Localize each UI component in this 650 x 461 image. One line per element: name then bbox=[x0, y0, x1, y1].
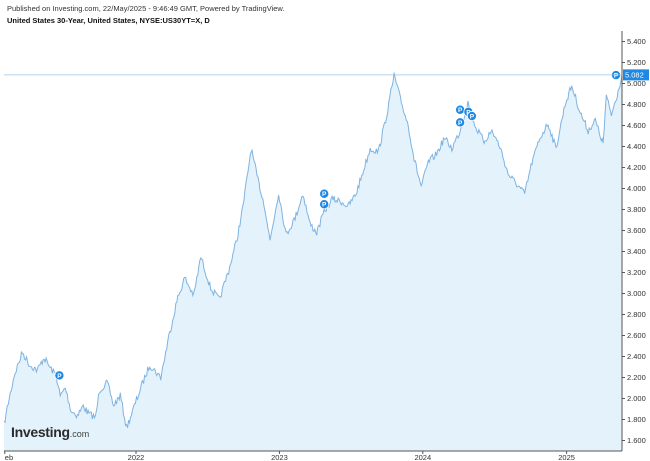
x-tick-label: eb bbox=[5, 453, 13, 461]
published-info: Published on Investing.com, 22/May/2025 … bbox=[7, 4, 285, 13]
marker-layer: PPPPPPPP bbox=[54, 70, 622, 381]
p-marker-circle bbox=[319, 199, 330, 210]
y-tick-label: 3.800 bbox=[627, 205, 646, 214]
series-line bbox=[3, 72, 623, 429]
logo-suffix: .com bbox=[69, 429, 90, 439]
y-tick-label: 5.200 bbox=[627, 58, 646, 67]
y-tick-label: 4.000 bbox=[627, 184, 646, 193]
p-marker-label: P bbox=[470, 113, 475, 120]
current-price: 5.082 bbox=[4, 69, 649, 81]
logo-main: Investing bbox=[11, 424, 70, 440]
p-marker-circle bbox=[319, 188, 330, 199]
y-tick-label: 2.200 bbox=[627, 373, 646, 382]
x-ticks: eb 2022 2023 2024 2025 bbox=[4, 451, 575, 461]
p-marker[interactable]: P bbox=[54, 370, 65, 381]
p-marker[interactable]: P bbox=[455, 117, 466, 128]
area-layer bbox=[3, 72, 623, 451]
x-tick-label: 2022 bbox=[128, 453, 145, 461]
p-marker-label: P bbox=[322, 202, 327, 209]
y-tick-label: 1.600 bbox=[627, 436, 646, 445]
y-tick-label: 2.600 bbox=[627, 331, 646, 340]
instrument-title: United States 30-Year, United States, NY… bbox=[7, 16, 210, 25]
y-tick-label: 2.800 bbox=[627, 310, 646, 319]
y-ticks: 1.600 1.800 2.000 2.200 2.400 2.600 2.800 3.000… bbox=[622, 37, 646, 445]
x-tick-label: 2023 bbox=[271, 453, 288, 461]
p-marker-label: P bbox=[458, 107, 463, 114]
p-marker-circle bbox=[455, 117, 466, 128]
p-marker[interactable]: P bbox=[455, 104, 466, 115]
y-tick-label: 3.600 bbox=[627, 226, 646, 235]
y-tick-label: 1.800 bbox=[627, 415, 646, 424]
p-marker-circle bbox=[54, 370, 65, 381]
area-fill bbox=[4, 72, 622, 451]
p-marker-circle bbox=[466, 111, 477, 122]
y-tick-label: 3.200 bbox=[627, 268, 646, 277]
y-tick-label: 4.200 bbox=[627, 163, 646, 172]
p-marker[interactable]: P bbox=[319, 199, 330, 210]
p-marker-label: P bbox=[57, 373, 62, 380]
p-marker[interactable]: P bbox=[466, 111, 477, 122]
current-price-badge bbox=[623, 69, 649, 81]
x-tick-label: 2025 bbox=[558, 453, 575, 461]
y-tick-label: 5.400 bbox=[627, 37, 646, 46]
p-marker-label: P bbox=[322, 191, 327, 198]
y-tick-label: 4.800 bbox=[627, 100, 646, 109]
investing-logo: Investing.com bbox=[11, 424, 89, 440]
y-tick-label: 2.400 bbox=[627, 352, 646, 361]
p-marker[interactable]: P bbox=[319, 188, 330, 199]
x-tick-label: 2024 bbox=[414, 453, 431, 461]
p-marker-label: P bbox=[614, 73, 619, 80]
y-tick-label: 5.000 bbox=[627, 79, 646, 88]
y-tick-label: 3.000 bbox=[627, 289, 646, 298]
p-marker-label: P bbox=[458, 120, 463, 127]
axis-layer bbox=[4, 31, 623, 452]
y-tick-label: 4.600 bbox=[627, 121, 646, 130]
y-tick-label: 4.400 bbox=[627, 142, 646, 151]
current-price-label: 5.082 bbox=[625, 71, 644, 80]
y-tick-label: 2.000 bbox=[627, 394, 646, 403]
y-tick-label: 3.400 bbox=[627, 247, 646, 256]
